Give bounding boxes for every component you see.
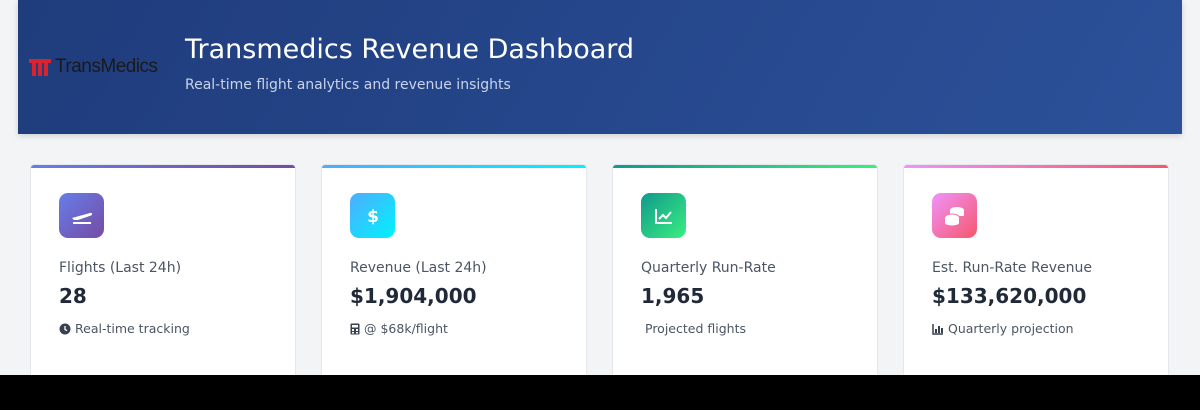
note-text: Real-time tracking <box>75 321 190 336</box>
card-note: Quarterly projection <box>932 321 1074 336</box>
card-label: Revenue (Last 24h) <box>350 260 487 276</box>
card-icon: $ <box>350 193 395 238</box>
stat-card: Flights (Last 24h) 28 Real-time tracking <box>30 164 296 384</box>
screen-edge <box>0 375 1200 410</box>
logo-icon <box>29 59 51 76</box>
card-value: 1,965 <box>641 284 705 308</box>
stat-card: $ Revenue (Last 24h) $1,904,000 @ $68k/f… <box>321 164 587 384</box>
note-text: @ $68k/flight <box>364 321 448 336</box>
card-label: Est. Run-Rate Revenue <box>932 260 1092 276</box>
card-label: Quarterly Run-Rate <box>641 260 776 276</box>
note-text: Projected flights <box>645 321 746 336</box>
card-icon <box>59 193 104 238</box>
note-text: Quarterly projection <box>948 321 1074 336</box>
card-note: @ $68k/flight <box>350 321 448 336</box>
card-accent <box>613 165 877 168</box>
stat-card: Est. Run-Rate Revenue $133,620,000 Quart… <box>903 164 1169 384</box>
svg-text:$: $ <box>367 207 379 227</box>
subtitle: Real-time flight analytics and revenue i… <box>185 77 511 93</box>
card-icon <box>932 193 977 238</box>
card-icon <box>641 193 686 238</box>
card-label: Flights (Last 24h) <box>59 260 182 276</box>
stat-card: Quarterly Run-Rate 1,965 Projected fligh… <box>612 164 878 384</box>
card-accent <box>904 165 1168 168</box>
card-accent <box>322 165 586 168</box>
header: TransMedics Transmedics Revenue Dashboar… <box>18 0 1182 134</box>
card-value: 28 <box>59 284 87 308</box>
logo: TransMedics <box>28 56 158 78</box>
logo-text: TransMedics <box>55 56 158 77</box>
card-note: Real-time tracking <box>59 321 190 336</box>
card-note: Projected flights <box>645 321 746 336</box>
card-value: $1,904,000 <box>350 284 477 308</box>
card-accent <box>31 165 295 168</box>
card-value: $133,620,000 <box>932 284 1087 308</box>
title: Transmedics Revenue Dashboard <box>185 34 635 65</box>
